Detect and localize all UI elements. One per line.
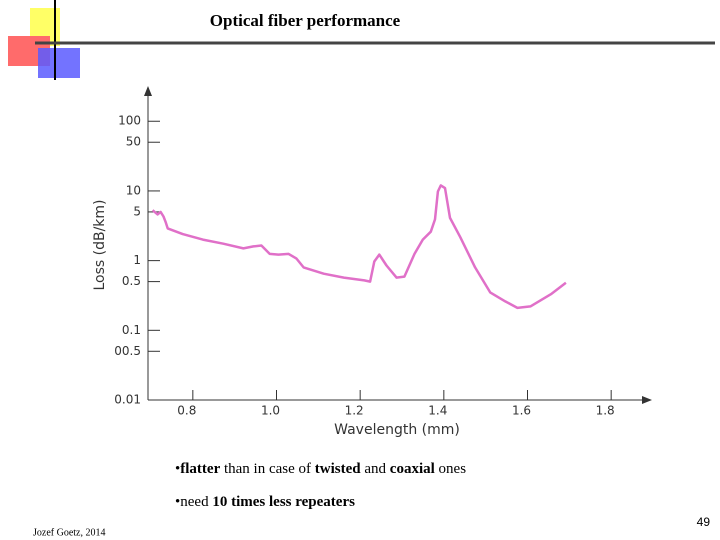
bullet-text: flatter	[180, 461, 220, 477]
x-arrow	[642, 396, 652, 404]
slide-title: Optical fiber performance	[210, 11, 401, 30]
y-tick-label: 50	[126, 135, 141, 149]
y-tick-label: 1	[133, 253, 141, 267]
y-tick-label: 00.5	[114, 344, 141, 358]
bullet-text: twisted	[315, 461, 361, 477]
bullet-text: and	[361, 461, 390, 477]
x-tick-label: 0.8	[177, 404, 196, 418]
bullet-text: than in case of	[220, 461, 315, 477]
y-tick-label: 5	[133, 204, 141, 218]
chart: Loss (dB/km) Wavelength (mm) 100 50 10 5 1 0.…	[92, 86, 652, 438]
x-axis-label: Wavelength (mm)	[334, 422, 460, 438]
x-tick-label: 1.4	[428, 404, 447, 418]
y-arrow	[144, 86, 152, 96]
bullet-text: 10 times less repeaters	[212, 494, 355, 510]
x-tick-label: 1.2	[345, 404, 364, 418]
page-number: 49	[697, 515, 711, 529]
y-tick-label: 0.5	[122, 274, 141, 288]
bullet: •need 10 times less repeaters	[175, 494, 355, 510]
y-axis-label: Loss (dB/km)	[92, 199, 108, 290]
x-tick-label: 1.0	[261, 404, 280, 418]
y-tick-label: 100	[118, 114, 141, 128]
y-tick-label: 0.1	[122, 323, 141, 337]
bullet-dot: •	[175, 461, 180, 477]
bullet-text: coaxial	[390, 461, 435, 477]
x-tick-label: 1.8	[596, 404, 615, 418]
bullet-text: ones	[435, 461, 466, 477]
footer: Jozef Goetz, 2014	[33, 527, 105, 538]
bullet-dot: •	[175, 494, 180, 510]
y-tick-label: 10	[126, 183, 141, 197]
bullet: •flatter than in case of twisted and coa…	[175, 461, 466, 477]
loss-curve	[151, 184, 567, 310]
x-tick-label: 1.6	[512, 404, 531, 418]
y-tick-label: 0.01	[114, 393, 141, 407]
deco-blue	[38, 48, 80, 78]
bullet-text: need	[180, 494, 212, 510]
